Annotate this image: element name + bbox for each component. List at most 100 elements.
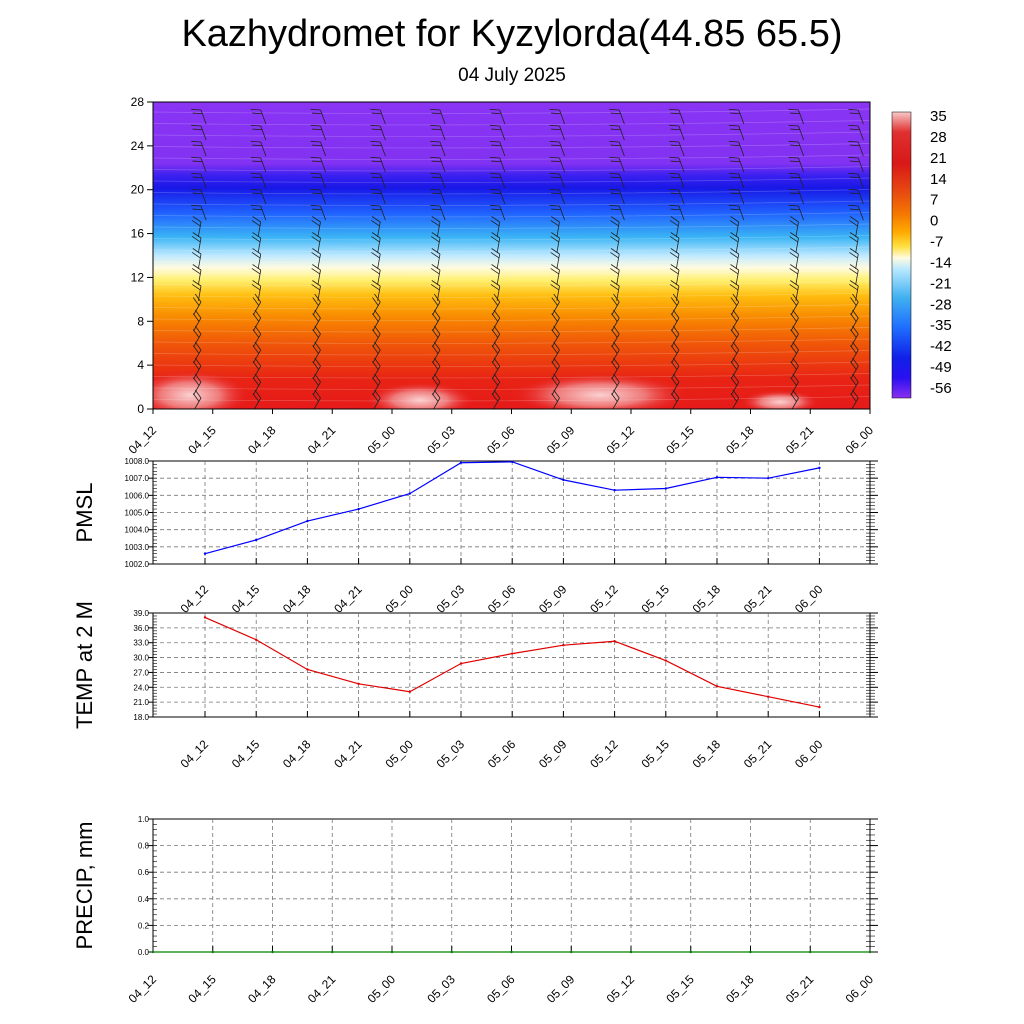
wind-barb — [491, 293, 501, 316]
wind-barb — [728, 140, 745, 157]
wind-barb — [310, 188, 327, 205]
wind-barb — [191, 188, 207, 205]
wind-barb — [312, 309, 321, 332]
wind-barb — [372, 325, 381, 348]
data-point — [570, 950, 573, 954]
wind-barb — [610, 280, 620, 301]
data-point — [629, 950, 633, 954]
wind-barb — [250, 172, 267, 189]
y-tick-label: 1002.0 — [125, 560, 150, 569]
y-tick-label: 8 — [137, 314, 144, 328]
colorbar-label: -7 — [930, 234, 943, 251]
data-point — [357, 682, 360, 686]
wind-barb — [729, 248, 740, 269]
wind-barb — [609, 124, 625, 141]
x-tick-label: 06_00 — [792, 737, 826, 771]
data-point — [203, 616, 207, 619]
wind-barb — [490, 216, 501, 237]
wind-barb — [551, 341, 560, 364]
x-tick-label: 05_21 — [783, 423, 817, 457]
wind-barb — [610, 232, 620, 253]
colorbar-label: -21 — [930, 275, 952, 292]
wind-barb — [669, 248, 680, 269]
wind-barb — [549, 188, 566, 205]
y-axis-label: TEMP at 2 M — [72, 601, 97, 729]
wind-barb — [551, 293, 560, 316]
wind-barb — [670, 373, 680, 396]
data-point — [562, 643, 565, 647]
wind-barb — [370, 108, 386, 125]
wind-barb — [311, 232, 321, 253]
y-tick-label: 39.0 — [133, 609, 149, 618]
precip-chart: 0.0 0.2 0.4 0.6 0.8 1.0 04_12 04_15 04_18 04_21 05… — [72, 815, 878, 1006]
wind-barb — [848, 188, 864, 205]
wind-barb — [551, 325, 560, 348]
contour-line — [153, 246, 870, 252]
data-point — [511, 460, 514, 464]
x-tick-label: 04_12 — [126, 972, 160, 1006]
wind-barb — [372, 309, 381, 332]
wind-barb — [610, 264, 620, 285]
wind-barb — [191, 124, 207, 141]
wind-barb — [730, 293, 740, 316]
wind-barb — [788, 124, 805, 141]
y-tick-label: 0.4 — [138, 895, 150, 904]
wind-barb — [609, 204, 625, 221]
y-tick-label: 0.8 — [138, 842, 150, 851]
data-point — [715, 476, 719, 479]
y-tick-label: 0.6 — [138, 868, 150, 877]
wind-barb — [790, 373, 799, 396]
wind-barb — [849, 248, 859, 269]
wind-barb — [192, 357, 202, 380]
wind-barb — [310, 156, 327, 173]
x-tick-label: 05_12 — [604, 423, 638, 457]
y-axis-label: PRECIP, mm — [72, 822, 97, 950]
contour-line — [153, 258, 870, 264]
wind-barb — [730, 325, 740, 348]
colorbar-label: 21 — [930, 150, 947, 167]
x-tick-label: 05_21 — [741, 737, 775, 771]
wind-barb — [252, 293, 262, 316]
data-point — [306, 519, 309, 523]
wind-barb — [491, 325, 501, 348]
temperature-cross-section: 0 4 8 12 16 20 24 28 04_12 04_15 04_18 04_21 05_00 05… — [126, 95, 877, 457]
wind-barb — [192, 293, 202, 316]
wind-barb — [252, 309, 262, 332]
wind-barb — [491, 309, 501, 332]
wind-barb — [250, 124, 267, 141]
x-tick-label: 04_12 — [126, 423, 160, 457]
data-point — [271, 950, 274, 954]
x-tick-label: 04_18 — [245, 423, 279, 457]
x-tick-label: 05_15 — [663, 972, 697, 1006]
wind-barb — [609, 156, 625, 173]
x-tick-label: 04_15 — [185, 972, 219, 1006]
wind-barb — [849, 264, 859, 285]
plot-frame — [152, 612, 871, 718]
wind-barb — [252, 357, 262, 380]
wind-barb — [191, 108, 207, 125]
x-tick-label: 05_18 — [690, 737, 724, 771]
contour-line — [153, 143, 870, 149]
x-tick-label: 04_21 — [331, 582, 365, 616]
data-point — [664, 487, 667, 490]
contour-line — [153, 292, 870, 298]
wind-barb — [250, 156, 267, 173]
wind-barb — [728, 108, 745, 125]
wind-barb — [372, 293, 381, 316]
wind-barb — [549, 108, 566, 125]
wind-barb — [728, 124, 745, 141]
wind-barb — [191, 216, 202, 237]
pmsl-chart: 1002.0 1003.0 1004.0 1005.0 1006.0 1007.0 1008… — [72, 457, 878, 616]
x-tick-label: 05_06 — [484, 423, 518, 457]
wind-barb — [551, 357, 560, 380]
colorbar-label: 35 — [930, 108, 947, 125]
wind-barb — [192, 341, 202, 364]
x-tick-label: 04_15 — [185, 423, 219, 457]
y-tick-label: 1008.0 — [125, 457, 150, 466]
wind-barb — [728, 156, 745, 173]
colorbar-label: -56 — [930, 380, 952, 397]
wind-barb — [431, 293, 441, 316]
x-tick-label: 05_09 — [544, 972, 578, 1006]
wind-barb — [788, 108, 805, 125]
wind-barb — [489, 156, 506, 173]
